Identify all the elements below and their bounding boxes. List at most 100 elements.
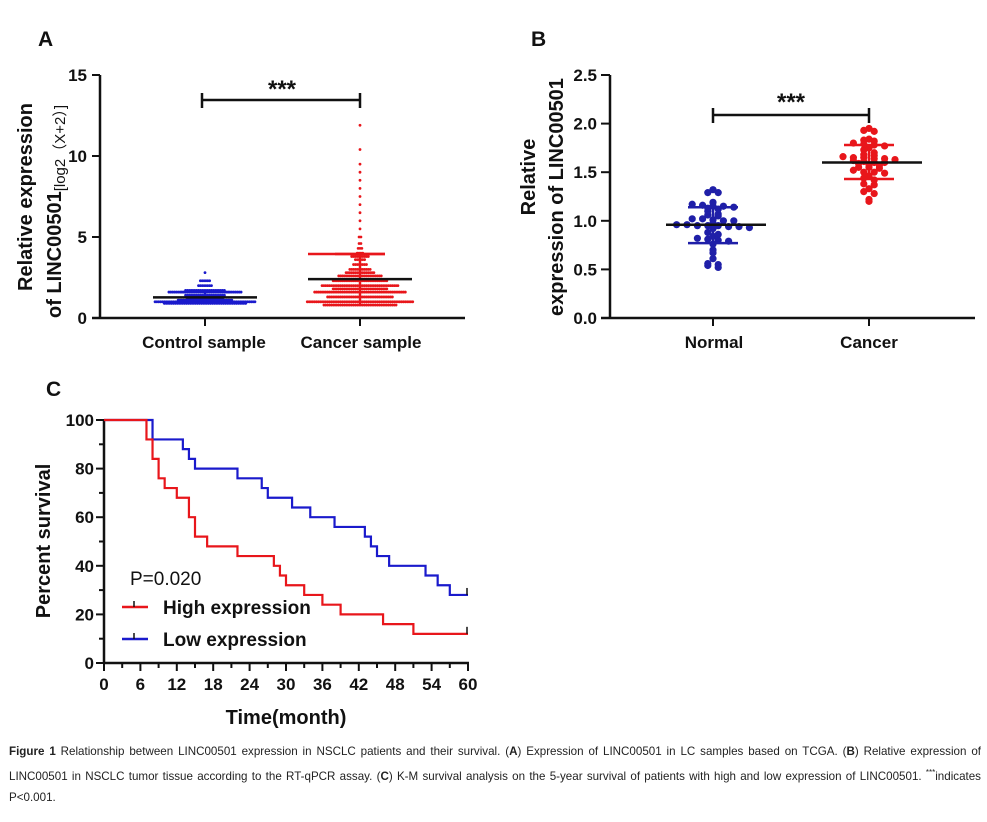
panel-label-c: C [46,378,61,401]
data-point [379,274,383,278]
x-tick-label: 12 [167,675,186,694]
x-tick-label: 42 [349,675,368,694]
category-label: Cancer sample [301,333,422,352]
caption-panel-b: B [846,745,855,758]
data-point [359,235,363,239]
y-axis-title-b-line2: expression of LINC00501 [546,78,568,316]
data-point [688,215,696,223]
panel-c: C Percent survival Time(month) 020406080… [33,378,477,729]
data-point [839,153,847,161]
data-point [358,123,362,127]
data-point [223,293,226,297]
data-point [860,180,868,188]
y-tick-label: 10 [68,147,87,166]
data-point [865,195,873,204]
data-point [699,215,707,223]
caption-text: ) Expression of LINC00501 in LC samples … [517,745,847,758]
y-tick-label: 0.0 [573,309,597,328]
data-point [365,263,368,266]
x-tick-label: 54 [422,675,441,694]
data-point [849,154,858,162]
x-tick-label: 48 [386,675,405,694]
y-tick-label: 0 [85,654,94,673]
survival-curve [104,418,468,597]
data-point [358,227,362,231]
data-point [358,195,362,198]
data-point [704,259,712,268]
x-axis-title-c: Time(month) [226,707,347,729]
y-axis-title-a-line2: of LINC00501[log2（X+2）] [44,105,69,318]
data-point [865,185,873,193]
data-point [253,300,257,304]
category-label: Normal [685,333,744,352]
data-point [394,303,398,307]
caption-text: ) Relative expression of LINC00501 in NS… [9,745,981,783]
y-tick-label: 1.0 [573,212,597,231]
x-tick-label: 0 [99,675,108,694]
category-label: Control sample [142,333,266,352]
data-point [396,284,400,287]
y-tick-label: 2.0 [573,115,597,134]
y-tick-label: 1.5 [573,163,597,182]
y-tick-label: 0 [78,309,87,328]
survival-curve [104,418,468,635]
y-axis-title-c: Percent survival [33,464,55,619]
y-tick-label: 60 [75,508,94,527]
significance-stars-a: *** [268,76,297,103]
x-tick-label: 24 [240,675,259,694]
data-point [239,290,243,294]
caption-panel-c: C [380,769,389,783]
data-point [358,219,362,223]
data-point [360,246,364,250]
y-tick-label: 2.5 [573,66,597,85]
data-point [881,169,889,177]
y-axis-title-b-line1: Relative [518,139,540,216]
data-point [865,135,873,143]
data-point [372,271,376,275]
data-point [385,287,389,291]
data-point [709,255,717,263]
y-tick-label: 20 [75,605,94,624]
data-point [368,268,372,271]
data-point [358,211,362,215]
data-point [366,255,370,258]
data-point [230,298,234,302]
caption-panel-a: A [509,745,518,758]
figure-caption: Figure 1 Relationship between LINC00501 … [9,741,981,808]
data-point [358,203,362,207]
data-point [709,186,717,194]
y-axis-title-a-main: of LINC00501 [44,191,66,318]
data-point [870,189,878,198]
y-tick-label: 40 [75,557,94,576]
data-point [358,187,362,190]
data-point [714,260,722,269]
caption-figure-label: Figure 1 [9,745,56,758]
data-point [210,284,213,287]
data-point [359,242,363,245]
data-point [709,246,717,254]
data-point [208,279,212,283]
data-point [358,178,362,182]
legend-label-high: High expression [163,598,311,619]
caption-stars: *** [925,768,936,777]
legend: High expression Low expression [122,598,311,651]
data-point [730,217,738,225]
data-point [709,198,717,206]
x-tick-label: 18 [204,675,223,694]
data-point [358,170,362,174]
data-point [860,168,868,176]
legend-label-low: Low expression [163,630,307,651]
category-label: Cancer [840,333,898,352]
data-point [203,271,207,275]
y-axis-title-a-line1: Relative expression [15,103,37,291]
data-point [704,228,712,237]
data-point [881,154,889,163]
panel-label-b: B [531,28,546,51]
figure: A Relative expression of LINC00501[log2（… [15,28,975,729]
y-tick-label: 5 [78,228,87,247]
caption-text: indicates P<0.001. [9,769,981,804]
data-point [870,168,878,176]
p-value-annotation: P=0.020 [130,569,201,590]
y-tick-label: 100 [66,411,94,430]
data-point [693,234,702,242]
